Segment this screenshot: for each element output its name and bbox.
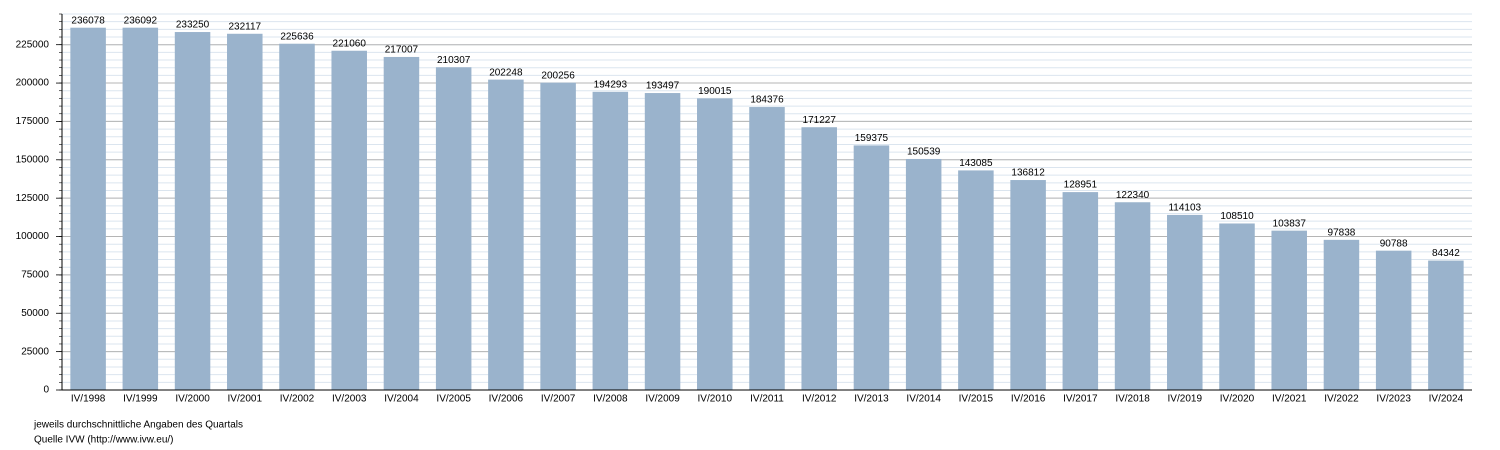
value-label: 122340 (1116, 190, 1150, 201)
y-tick-label: 0 (43, 385, 49, 396)
value-label: 236078 (71, 15, 105, 26)
x-tick-label: IV/2023 (1376, 394, 1411, 405)
y-tick-label: 200000 (16, 78, 50, 89)
bar (1428, 260, 1464, 390)
x-tick-label: IV/2018 (1115, 394, 1150, 405)
x-tick-label: IV/2017 (1063, 394, 1098, 405)
x-tick-label: IV/2007 (541, 394, 576, 405)
bar (70, 27, 106, 391)
value-label: 108510 (1220, 211, 1254, 222)
value-label: 97838 (1328, 227, 1356, 238)
x-tick-label: IV/2014 (906, 394, 941, 405)
x-tick-label: IV/2016 (1011, 394, 1046, 405)
value-label: 236092 (124, 15, 158, 26)
y-tick-label: 175000 (16, 116, 50, 127)
bar (174, 32, 211, 390)
bar (383, 56, 420, 390)
value-label: 90788 (1380, 238, 1408, 249)
y-tick-label: 125000 (16, 193, 50, 204)
bar (1323, 239, 1360, 390)
bar (592, 91, 629, 390)
x-tick-label: IV/2019 (1168, 394, 1203, 405)
bar (1114, 202, 1151, 390)
value-label: 114103 (1168, 203, 1201, 214)
bar (958, 170, 994, 390)
value-label: 217007 (385, 45, 419, 56)
x-tick-label: IV/2003 (332, 394, 367, 405)
x-tick-label: IV/1999 (123, 394, 158, 405)
y-tick-label: 225000 (16, 39, 50, 50)
x-tick-label: IV/2021 (1272, 394, 1307, 405)
x-tick-label: IV/2004 (384, 394, 419, 405)
value-label: 232117 (228, 21, 261, 32)
value-label: 221060 (333, 38, 367, 49)
x-tick-label: IV/2005 (436, 394, 471, 405)
value-label: 128951 (1064, 180, 1098, 191)
x-tick-label: IV/2001 (228, 394, 263, 405)
bar (331, 50, 367, 390)
value-label: 143085 (959, 158, 993, 169)
bar (279, 43, 315, 391)
value-label: 225636 (280, 31, 314, 42)
bar (1010, 180, 1046, 390)
value-label: 233250 (176, 20, 210, 31)
bar (540, 82, 576, 391)
value-label: 103837 (1273, 218, 1307, 229)
x-tick-label: IV/2009 (645, 394, 680, 405)
x-tick-label: IV/2010 (698, 394, 733, 405)
note: jeweils durchschnittliche Angaben des Qu… (33, 420, 243, 431)
bar (1375, 250, 1412, 390)
bar (749, 107, 785, 391)
bar (1167, 214, 1203, 390)
y-tick-label: 150000 (16, 154, 50, 165)
bar (644, 93, 681, 391)
value-label: 136812 (1011, 168, 1045, 179)
x-tick-label: IV/2002 (280, 394, 315, 405)
bar (697, 98, 733, 391)
value-label: 194293 (594, 79, 628, 90)
x-tick-label: IV/2015 (959, 394, 994, 405)
value-label: 159375 (855, 133, 889, 144)
x-tick-label: IV/2020 (1220, 394, 1255, 405)
bar (1062, 192, 1099, 390)
x-tick-label: IV/1998 (71, 394, 106, 405)
bar (1219, 223, 1255, 390)
value-label: 210307 (437, 55, 471, 66)
bar (905, 158, 942, 390)
bar (801, 127, 837, 391)
x-tick-label: IV/2006 (489, 394, 524, 405)
bar (435, 67, 472, 390)
y-tick-label: 25000 (21, 346, 49, 357)
value-label: 190015 (698, 86, 732, 97)
note: Quelle IVW (http://www.ivw.eu/) (34, 435, 174, 446)
value-label: 200256 (541, 70, 575, 81)
x-tick-label: IV/2000 (175, 394, 210, 405)
x-tick-label: IV/2024 (1429, 394, 1464, 405)
bar (122, 27, 159, 391)
x-tick-label: IV/2013 (854, 394, 889, 405)
value-label: 184376 (750, 95, 784, 106)
value-label: 171227 (803, 115, 837, 126)
y-tick-label: 50000 (21, 308, 49, 319)
x-tick-label: IV/2011 (750, 394, 784, 405)
x-tick-label: IV/2012 (802, 394, 837, 405)
value-label: 202248 (489, 67, 523, 78)
value-label: 150539 (907, 147, 941, 158)
y-tick-label: 100000 (16, 231, 50, 242)
value-label: 84342 (1432, 248, 1460, 259)
value-label: 193497 (646, 81, 680, 92)
bar (488, 79, 524, 390)
bar (1271, 230, 1307, 390)
y-tick-label: 75000 (21, 270, 49, 281)
x-tick-label: IV/2008 (593, 394, 628, 405)
bar (227, 33, 263, 391)
bar (853, 145, 890, 390)
x-tick-label: IV/2022 (1324, 394, 1359, 405)
